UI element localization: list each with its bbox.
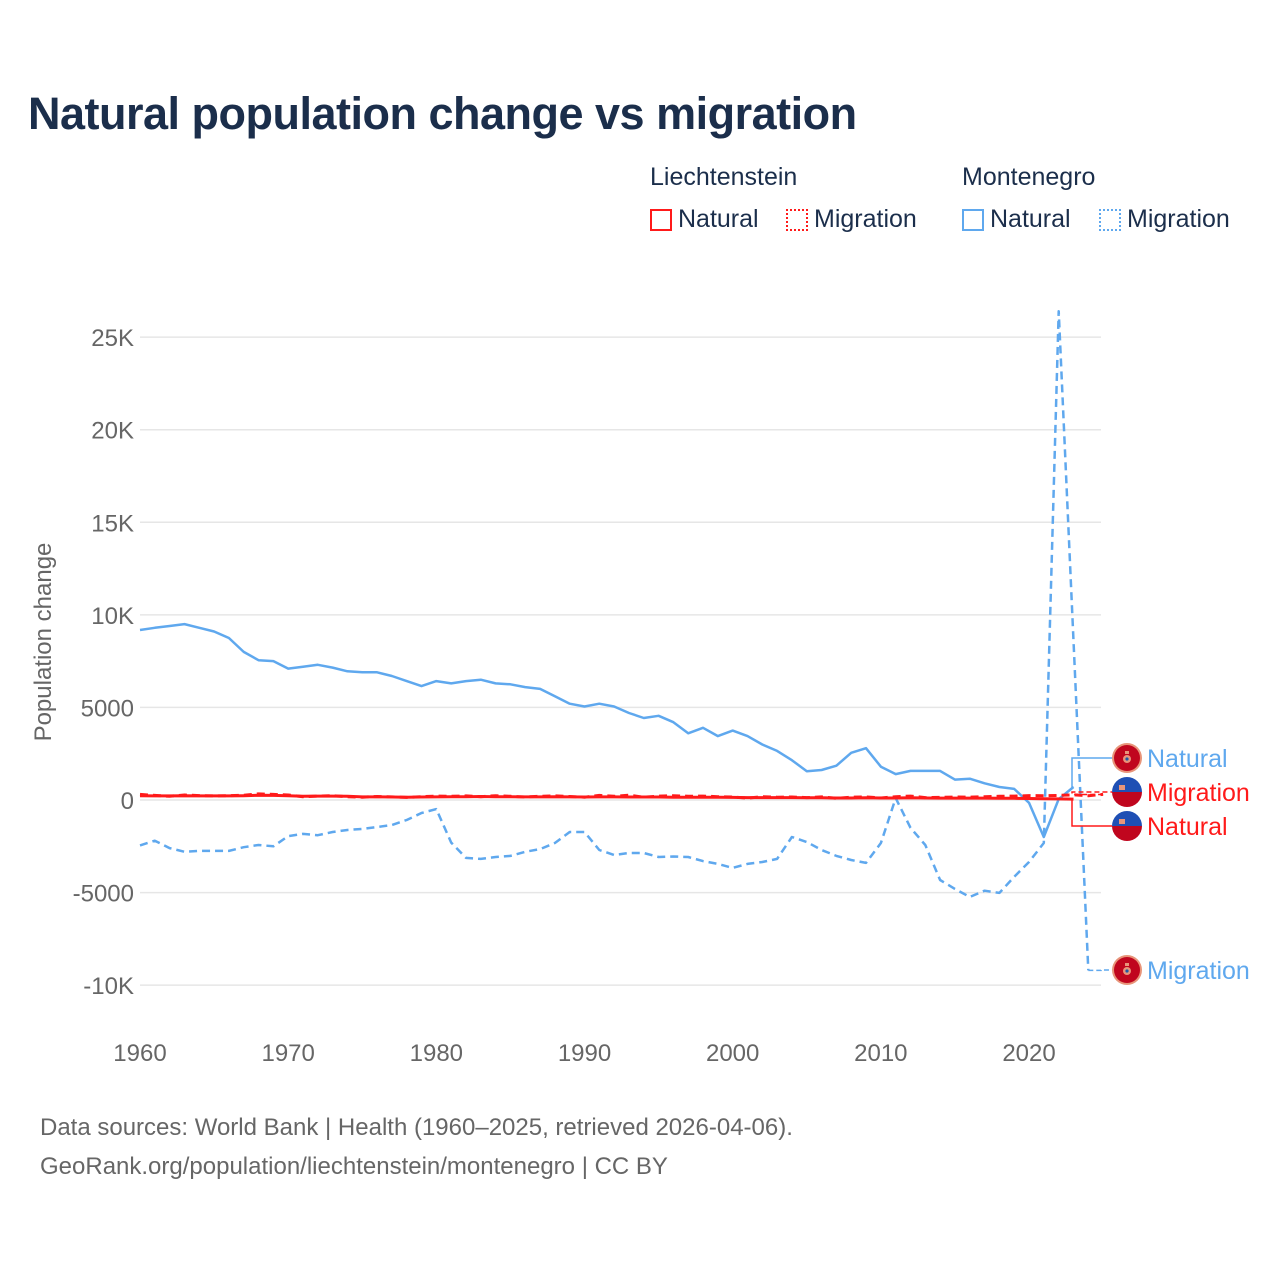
flag-crown	[1119, 819, 1125, 824]
flag-blue-band	[1112, 777, 1142, 792]
flag-crown	[1125, 963, 1129, 966]
x-tick-label: 2020	[1002, 1040, 1055, 1067]
flag-blue-band	[1112, 811, 1142, 826]
swatch-dotted-blue-icon	[1099, 208, 1121, 231]
legend-item-montenegro-migration[interactable]: Migration	[1099, 205, 1230, 234]
y-tick-label: 0	[121, 788, 134, 815]
end-label: Natural	[1147, 745, 1228, 773]
y-axis-label: Population change	[30, 543, 57, 742]
flag-red-band	[1112, 826, 1142, 841]
y-tick-label: 20K	[91, 418, 134, 445]
end-label: Migration	[1147, 957, 1250, 985]
liechtenstein-flag-icon	[1112, 777, 1142, 807]
legend-label: Natural	[678, 205, 759, 233]
flag-crown	[1119, 785, 1125, 790]
source-line-1: Data sources: World Bank | Health (1960–…	[40, 1114, 793, 1141]
swatch-solid-red-icon	[650, 208, 672, 231]
legend-group-liechtenstein: Liechtenstein	[650, 163, 798, 191]
x-tick-label: 2000	[706, 1040, 759, 1067]
x-tick-label: 1980	[410, 1040, 463, 1067]
label-leader-line	[1071, 791, 1112, 796]
flag-emblem-center	[1125, 757, 1129, 761]
legend-item-liechtenstein-migration[interactable]: Migration	[786, 205, 917, 234]
legend-label: Migration	[814, 205, 917, 233]
label-leader-line	[1071, 798, 1112, 827]
flag-emblem-center	[1125, 969, 1129, 973]
series-line-liechtenstein-natural	[139, 793, 1074, 801]
source-note: Data sources: World Bank | Health (1960–…	[40, 1108, 793, 1186]
series-line-montenegro-natural	[139, 622, 1075, 839]
legend-label: Natural	[990, 205, 1071, 233]
y-tick-label: -5000	[73, 881, 134, 908]
y-tick-label: 5000	[81, 695, 134, 722]
swatch-dotted-red-icon	[786, 208, 808, 231]
x-tick-label: 2010	[854, 1040, 907, 1067]
swatch-solid-blue-icon	[962, 208, 984, 231]
liechtenstein-flag-icon	[1112, 811, 1142, 841]
y-tick-label: 15K	[91, 510, 134, 537]
montenegro-flag-icon	[1112, 955, 1142, 985]
flag-crown	[1125, 751, 1129, 754]
montenegro-flag-icon	[1112, 743, 1142, 773]
legend-label: Migration	[1127, 205, 1230, 233]
y-tick-label: -10K	[83, 973, 134, 1000]
y-tick-label: 25K	[91, 325, 134, 352]
legend-group-montenegro: Montenegro	[962, 163, 1096, 191]
legend-item-montenegro-natural[interactable]: Natural	[962, 205, 1071, 234]
end-label: Migration	[1147, 779, 1250, 807]
legend-item-liechtenstein-natural[interactable]: Natural	[650, 205, 759, 234]
chart-title: Natural population change vs migration	[28, 88, 857, 139]
y-tick-label: 10K	[91, 603, 134, 630]
x-tick-label: 1990	[558, 1040, 611, 1067]
series-line-montenegro-migration	[139, 309, 1090, 971]
x-tick-label: 1960	[113, 1040, 166, 1067]
end-label: Natural	[1147, 813, 1228, 841]
x-tick-label: 1970	[261, 1040, 314, 1067]
source-line-2[interactable]: GeoRank.org/population/liechtenstein/mon…	[40, 1153, 668, 1180]
label-leader-line	[1071, 757, 1112, 788]
flag-red-band	[1112, 792, 1142, 807]
